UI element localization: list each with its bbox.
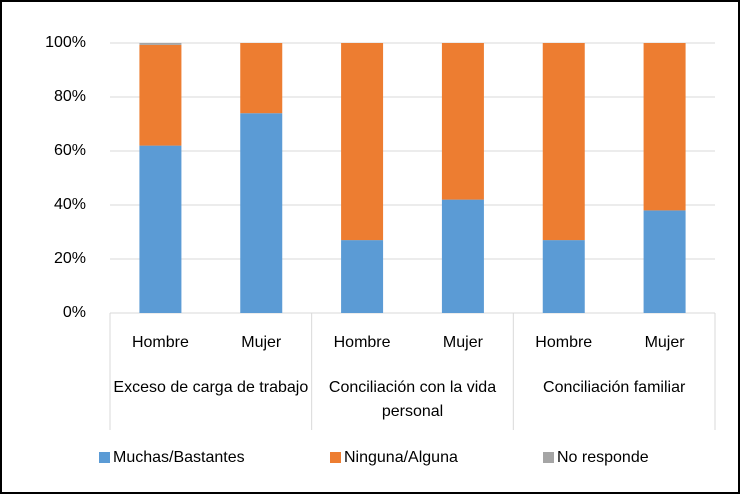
y-tick-label: 40% [54, 196, 86, 213]
bar-segment [139, 145, 182, 313]
bar-segment [240, 113, 283, 313]
bar-segment [139, 43, 182, 45]
bar-segment [240, 43, 283, 114]
legend-label: Ninguna/Alguna [344, 449, 458, 466]
y-tick-label: 20% [54, 250, 86, 267]
bar-segment [542, 43, 585, 241]
x-tick-label: Hombre [535, 334, 592, 351]
bar-segment [341, 240, 384, 313]
x-tick-label: Mujer [443, 334, 484, 351]
bar-segment [643, 210, 686, 313]
x-tick-label: Mujer [645, 334, 686, 351]
bar-segment [542, 240, 585, 313]
legend-swatch [543, 452, 554, 463]
group-label: Exceso de carga de trabajo [113, 379, 309, 396]
x-tick-label: Hombre [132, 334, 189, 351]
bar-segment [643, 43, 686, 211]
group-label: Conciliación familiar [543, 379, 686, 396]
y-tick-label: 100% [45, 34, 86, 51]
legend-label: Muchas/Bastantes [113, 449, 245, 466]
legend-swatch [99, 452, 110, 463]
bar-segment [441, 199, 484, 313]
bar-segment [139, 44, 182, 146]
x-tick-label: Mujer [241, 334, 282, 351]
legend-label: No responde [557, 449, 649, 466]
bar-segment [441, 43, 484, 200]
x-tick-label: Hombre [334, 334, 391, 351]
y-tick-label: 0% [63, 304, 86, 321]
bar-segment [341, 43, 384, 241]
y-tick-label: 60% [54, 142, 86, 159]
y-tick-label: 80% [54, 88, 86, 105]
legend-swatch [330, 452, 341, 463]
group-label: Conciliación con la vida personal [328, 379, 497, 420]
